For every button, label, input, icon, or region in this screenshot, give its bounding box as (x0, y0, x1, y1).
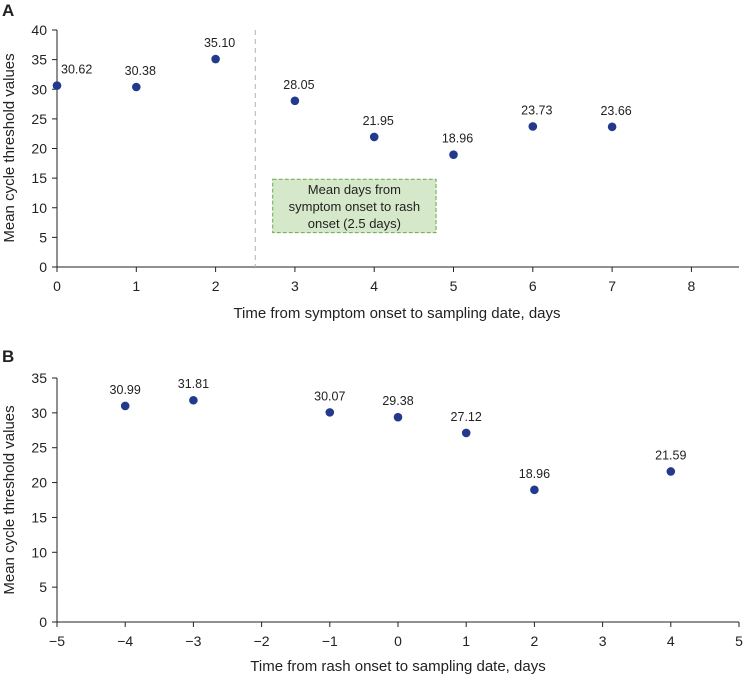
panel-b-data-points: 30.99 31.81 30.07 29.38 27.12 18.96 21.59 (110, 377, 686, 495)
data-point (528, 122, 538, 131)
y-tick-label: 35 (31, 52, 47, 68)
x-tick-label: −1 (322, 633, 338, 649)
data-label: 21.95 (363, 114, 394, 128)
y-tick-label: 30 (31, 81, 47, 97)
panel-b-y-ticks: 0 5 10 15 20 25 30 35 (31, 370, 57, 630)
panel-a-data-points: 30.62 30.38 35.10 28.05 21.95 18.96 23.73 23.66 (52, 36, 632, 159)
panel-a-y-axis-title: Mean cycle threshold values (1, 53, 18, 242)
x-tick-label: 8 (688, 278, 696, 294)
panel-b-x-ticks: −5 −4 −3 −2 −1 0 1 2 3 4 5 (49, 622, 743, 649)
data-label: 30.62 (61, 63, 92, 77)
x-tick-label: 1 (132, 278, 140, 294)
x-tick-label: 4 (667, 633, 675, 649)
panel-a-letter: A (2, 1, 14, 20)
y-tick-label: 15 (31, 170, 47, 186)
data-point (132, 82, 141, 92)
x-tick-label: 0 (394, 633, 402, 649)
x-tick-label: 3 (599, 633, 607, 649)
data-point (530, 485, 539, 495)
x-tick-label: −2 (254, 633, 270, 649)
x-tick-label: 0 (53, 278, 61, 294)
x-tick-label: 7 (608, 278, 616, 294)
y-tick-label: 5 (39, 229, 47, 245)
data-label: 21.59 (655, 448, 686, 462)
annotation-line-1: Mean days from (308, 182, 401, 197)
y-tick-label: 0 (39, 259, 47, 275)
panel-b: B Mean cycle threshold values Time from … (1, 347, 743, 675)
data-point (189, 395, 198, 405)
data-label: 31.81 (178, 377, 209, 391)
data-label: 18.96 (442, 132, 473, 146)
data-point (461, 428, 471, 438)
x-tick-label: −4 (117, 633, 133, 649)
y-tick-label: 25 (31, 111, 47, 127)
y-tick-label: 25 (31, 440, 47, 456)
data-label: 35.10 (204, 36, 235, 50)
x-tick-label: 3 (291, 278, 299, 294)
x-tick-label: 2 (531, 633, 539, 649)
y-tick-label: 40 (31, 22, 47, 38)
data-label: 29.38 (382, 394, 413, 408)
data-point (211, 54, 220, 64)
y-tick-label: 10 (31, 200, 47, 216)
x-tick-label: −3 (185, 633, 201, 649)
data-point (666, 467, 676, 476)
panel-a-y-ticks: 0 5 10 15 20 25 30 35 40 (31, 22, 57, 275)
panel-a-x-ticks: 0 1 2 3 4 5 6 7 8 (53, 267, 696, 294)
y-tick-label: 35 (31, 370, 47, 386)
panel-a-x-axis-title: Time from symptom onset to sampling date… (233, 305, 560, 322)
data-point (120, 401, 130, 411)
x-tick-label: 4 (370, 278, 378, 294)
annotation-box (272, 178, 437, 234)
y-tick-label: 20 (31, 475, 47, 491)
panel-b-letter: B (2, 347, 14, 366)
data-point (369, 132, 379, 142)
y-tick-label: 5 (39, 579, 47, 595)
data-point (393, 412, 403, 422)
data-label: 23.66 (600, 104, 631, 118)
data-label: 30.07 (314, 389, 345, 403)
y-tick-label: 10 (31, 544, 47, 560)
data-label: 30.38 (125, 64, 156, 78)
y-tick-label: 0 (39, 614, 47, 630)
panel-b-y-axis-title: Mean cycle threshold values (1, 405, 18, 594)
data-label: 18.96 (519, 467, 550, 481)
data-point (449, 150, 458, 159)
x-tick-label: 2 (212, 278, 220, 294)
y-tick-label: 15 (31, 509, 47, 525)
annotation-line-3: onset (2.5 days) (308, 216, 401, 231)
annotation-line-2: symptom onset to rash (289, 199, 421, 214)
x-tick-label: 6 (529, 278, 537, 294)
y-tick-label: 20 (31, 141, 47, 157)
x-tick-label: 1 (462, 633, 470, 649)
data-point (52, 81, 62, 90)
panel-b-x-axis-title: Time from rash onset to sampling date, d… (250, 658, 545, 675)
panel-a: A Mean cycle threshold values Time from … (1, 1, 739, 322)
y-tick-label: 30 (31, 405, 47, 421)
data-label: 30.99 (110, 383, 141, 397)
panel-a-annotation: Mean days from symptom onset to rash ons… (272, 178, 437, 234)
data-label: 23.73 (521, 103, 552, 117)
x-tick-label: 5 (735, 633, 743, 649)
data-point (290, 96, 300, 106)
data-point (325, 408, 335, 417)
data-label: 27.12 (451, 410, 482, 424)
x-tick-label: 5 (450, 278, 458, 294)
x-tick-label: −5 (49, 633, 65, 649)
data-point (607, 122, 617, 132)
data-label: 28.05 (283, 78, 314, 92)
